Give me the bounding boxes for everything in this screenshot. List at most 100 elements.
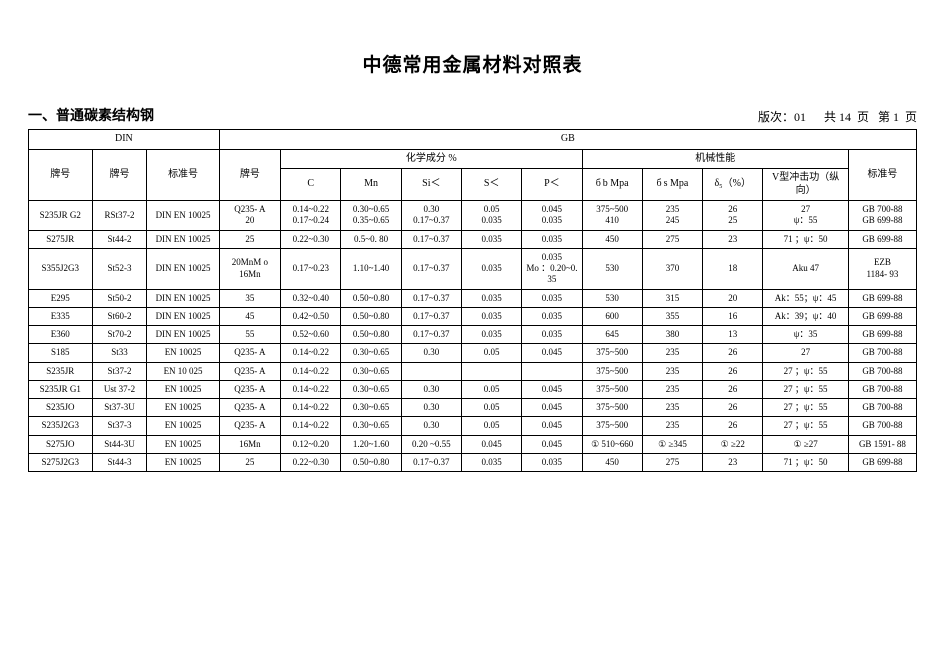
cell-gb: 16Mn	[219, 435, 280, 453]
cell-C: 0.22~0.30	[281, 453, 341, 471]
cell-sb: 375~500	[582, 380, 642, 398]
hdr-chem: 化学成分 %	[281, 149, 582, 169]
cell-Si	[401, 362, 461, 380]
hdr-sigma-s: б s Mpa	[642, 169, 702, 201]
cell-Mn: 0.50~0.80	[341, 326, 401, 344]
cell-P: 0.045	[522, 435, 582, 453]
cell-ss: 370	[642, 248, 702, 289]
cell-imp: 27 ；ψ：55	[763, 380, 849, 398]
cell-gb: 35	[219, 289, 280, 307]
cell-S	[461, 362, 521, 380]
cell-din2: St33	[92, 344, 147, 362]
table-body: S235JR G2RSt37-2DIN EN 10025Q235- A200.1…	[29, 201, 917, 472]
cell-Si: 0.17~0.37	[401, 307, 461, 325]
cell-din1: E295	[29, 289, 93, 307]
cell-din1: S235J2G3	[29, 417, 93, 435]
document-page: 中德常用金属材料对照表 一、普通碳素结构钢 版次：01 共 14 页 第 1 页…	[0, 0, 945, 669]
cell-P: 0.045	[522, 344, 582, 362]
hdr-mn: Mn	[341, 169, 401, 201]
hdr-delta: δ₅（%）	[703, 169, 763, 201]
cell-C: 0.52~0.60	[281, 326, 341, 344]
cell-P: 0.045	[522, 399, 582, 417]
cell-din1: S185	[29, 344, 93, 362]
cell-std: GB 700-88GB 699-88	[848, 201, 916, 231]
cell-din1: S235JR G1	[29, 380, 93, 398]
hdr-din-std: 标准号	[147, 149, 219, 201]
cell-Mn: 1.10~1.40	[341, 248, 401, 289]
cell-Mn: 0.50~0.80	[341, 289, 401, 307]
cell-std: GB 699-88	[848, 289, 916, 307]
cell-Si: 0.17~0.37	[401, 453, 461, 471]
cell-Mn: 0.5~0. 80	[341, 230, 401, 248]
cell-C: 0.42~0.50	[281, 307, 341, 325]
table-row: S235J2G3St37-3EN 10025Q235- A0.14~0.220.…	[29, 417, 917, 435]
cell-sb: 530	[582, 289, 642, 307]
cell-Si: 0.20 ~0.55	[401, 435, 461, 453]
cell-S: 0.035	[461, 248, 521, 289]
cell-std: GB 699-88	[848, 230, 916, 248]
cell-Si: 0.30	[401, 417, 461, 435]
cell-P: 0.045	[522, 417, 582, 435]
cell-imp: 27 ；ψ：55	[763, 399, 849, 417]
table-row: S235JR G1Ust 37-2EN 10025Q235- A0.14~0.2…	[29, 380, 917, 398]
cell-ss: 235	[642, 417, 702, 435]
cell-ss: 235	[642, 362, 702, 380]
cell-d: 26	[703, 399, 763, 417]
cell-ss: 275	[642, 453, 702, 471]
cell-std: GB 700-88	[848, 344, 916, 362]
cell-imp: ψ：35	[763, 326, 849, 344]
table-row: S275JOSt44-3UEN 1002516Mn0.12~0.201.20~1…	[29, 435, 917, 453]
cell-din2: St60-2	[92, 307, 147, 325]
cell-Si: 0.17~0.37	[401, 289, 461, 307]
cell-Mn: 0.30~0.65	[341, 362, 401, 380]
cell-gb: Q235- A	[219, 417, 280, 435]
cell-imp: 27ψ：55	[763, 201, 849, 231]
cell-C: 0.14~0.22	[281, 362, 341, 380]
hdr-din-grade2: 牌号	[92, 149, 147, 201]
cell-d: 26	[703, 380, 763, 398]
cell-din2: St50-2	[92, 289, 147, 307]
hdr-s: S＜	[461, 169, 521, 201]
cell-C: 0.32~0.40	[281, 289, 341, 307]
cell-sb: 375~500410	[582, 201, 642, 231]
cell-gb: Q235- A	[219, 362, 280, 380]
hdr-impact: V型冲击功（纵向）	[763, 169, 849, 201]
cell-din2: St44-2	[92, 230, 147, 248]
table-row: E335St60-2DIN EN 10025450.42~0.500.50~0.…	[29, 307, 917, 325]
cell-imp: Aku 47	[763, 248, 849, 289]
cell-din1: E335	[29, 307, 93, 325]
cell-din3: EN 10025	[147, 453, 219, 471]
cell-S: 0.035	[461, 453, 521, 471]
cell-std: GB 700-88	[848, 399, 916, 417]
cell-d: 23	[703, 453, 763, 471]
cell-P: 0.0450.035	[522, 201, 582, 231]
table-header: DIN GB 牌号 牌号 标准号 牌号 化学成分 % 机械性能 标准号 C Mn…	[29, 130, 917, 201]
cell-std: GB 1591- 88	[848, 435, 916, 453]
cell-sb: 450	[582, 230, 642, 248]
meta-row: 一、普通碳素结构钢 版次：01 共 14 页 第 1 页	[28, 105, 917, 125]
table-row: E360St70-2DIN EN 10025550.52~0.600.50~0.…	[29, 326, 917, 344]
hdr-si: Si＜	[401, 169, 461, 201]
cell-ss: 355	[642, 307, 702, 325]
cell-din2: St37-3	[92, 417, 147, 435]
cell-d: 20	[703, 289, 763, 307]
cell-Mn: 0.30~0.65	[341, 344, 401, 362]
cell-P: 0.035	[522, 289, 582, 307]
cell-din3: EN 10025	[147, 399, 219, 417]
cell-din3: EN 10025	[147, 380, 219, 398]
cell-din1: S275J2G3	[29, 453, 93, 471]
cell-din2: St52-3	[92, 248, 147, 289]
cell-C: 0.14~0.22	[281, 417, 341, 435]
cell-S: 0.035	[461, 307, 521, 325]
table-row: S235JOSt37-3UEN 10025Q235- A0.14~0.220.3…	[29, 399, 917, 417]
cell-std: GB 700-88	[848, 380, 916, 398]
cell-ss: 275	[642, 230, 702, 248]
cell-C: 0.14~0.22	[281, 380, 341, 398]
cell-P: 0.035	[522, 230, 582, 248]
table-row: S185St33EN 10025Q235- A0.14~0.220.30~0.6…	[29, 344, 917, 362]
cell-d: 26	[703, 344, 763, 362]
table-row: S235JRSt37-2EN 10 025Q235- A0.14~0.220.3…	[29, 362, 917, 380]
cell-ss: 315	[642, 289, 702, 307]
cell-Mn: 0.50~0.80	[341, 453, 401, 471]
cell-din3: DIN EN 10025	[147, 248, 219, 289]
